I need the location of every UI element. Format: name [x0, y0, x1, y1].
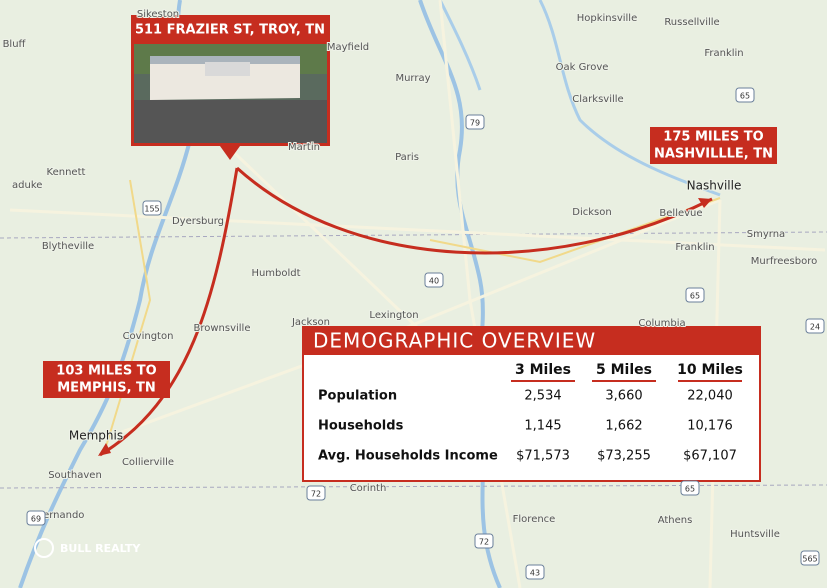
route-arrow: [235, 166, 713, 255]
city-label: Kennett: [47, 167, 86, 178]
highway-shield: [142, 200, 162, 216]
row-label: Population: [318, 389, 397, 404]
city-label: Blytheville: [42, 241, 94, 252]
callouts: 175 MILES TO NASHVILLLE, TN 103 MILES TO ME…: [43, 127, 777, 398]
cell-value: 2,534: [524, 389, 561, 404]
callout-box: [43, 361, 170, 398]
city-label: Southaven: [48, 470, 102, 481]
demographic-table: DEMOGRAPHIC OVERVIEW: [302, 326, 761, 482]
highway-shield: [474, 533, 494, 549]
logo-text: BULL REALTY: [60, 542, 141, 555]
city-label: Franklin: [704, 48, 743, 59]
city-label: Lexington: [369, 310, 418, 321]
logo: BULL REALTY: [34, 538, 141, 558]
highway-number: 65: [685, 485, 695, 494]
highway-number: 65: [690, 292, 700, 301]
table-body: 3 Miles 5 Miles 10 Miles Population 2,534 3,6…: [318, 362, 743, 464]
row-label: Avg. Households Income: [318, 449, 498, 464]
city-label: Mayfield: [327, 42, 369, 53]
highway-number: 43: [530, 569, 540, 578]
highway-shield: [306, 485, 326, 501]
city-label: Columbia: [638, 318, 685, 329]
highway-shield: [424, 272, 444, 288]
arrow-head: [698, 198, 712, 208]
property-card: 511 FRAZIER ST, TROY, TN: [131, 15, 330, 160]
callout-text: 103 MILES TO: [56, 364, 156, 379]
city-label: Florence: [513, 514, 556, 525]
city-label: Clarksville: [572, 94, 623, 105]
callout-text: MEMPHIS, TN: [57, 381, 156, 396]
callout-text: NASHVILLLE, TN: [654, 147, 773, 162]
highway-shield: [685, 287, 705, 303]
city-label: Oak Grove: [556, 62, 609, 73]
map-labels: Sikeston Hopkinsville Russellville Bluff May…: [2, 8, 825, 580]
city-label: Franklin: [675, 242, 714, 253]
city-label: Murfreesboro: [751, 256, 817, 267]
city-label: Martin: [288, 142, 320, 153]
callout-box: [650, 127, 777, 164]
city-label: Corinth: [350, 483, 387, 494]
city-label: Dyersburg: [172, 216, 224, 227]
highway-shield: [805, 318, 825, 334]
city-label: Hernando: [36, 510, 85, 521]
city-label: Brownsville: [193, 323, 250, 334]
city-label: Russellville: [664, 17, 719, 28]
city-label: Dickson: [572, 207, 611, 218]
city-label: aduke: [12, 180, 42, 191]
highway-number: 72: [479, 538, 489, 547]
highway-shield: [735, 87, 755, 103]
cell-value: 1,145: [524, 419, 561, 434]
city-label: Memphis: [69, 429, 123, 443]
column-header: 3 Miles: [515, 362, 571, 378]
column-header: 10 Miles: [677, 362, 743, 378]
highway-number: 155: [144, 205, 159, 214]
cell-value: $73,255: [597, 449, 651, 464]
highway-number: 565: [802, 555, 817, 564]
city-label: Bluff: [3, 39, 27, 50]
city-label: Nashville: [687, 179, 742, 193]
highway-number: 40: [429, 277, 439, 286]
highway-number: 65: [740, 92, 750, 101]
highway-shield: [525, 564, 545, 580]
cell-value: $67,107: [683, 449, 737, 464]
highway-number: 69: [31, 515, 41, 524]
table-title: DEMOGRAPHIC OVERVIEW: [313, 329, 596, 353]
city-label: Athens: [658, 515, 693, 526]
city-label: Collierville: [122, 457, 174, 468]
callout-text: 175 MILES TO: [663, 130, 763, 145]
city-label: Murray: [395, 73, 430, 84]
highway-shield: [26, 510, 46, 526]
property-title: 511 FRAZIER ST, TROY, TN: [135, 23, 325, 38]
highway-number: 24: [810, 323, 820, 332]
city-label: Hopkinsville: [577, 13, 638, 24]
row-label: Households: [318, 419, 404, 434]
city-label: Bellevue: [659, 208, 702, 219]
cell-value: 3,660: [605, 389, 642, 404]
highway-shield: [800, 550, 820, 566]
city-label: Paris: [395, 152, 419, 163]
arrow-head: [98, 443, 111, 456]
cell-value: 10,176: [687, 419, 733, 434]
highway-number: 72: [311, 490, 321, 499]
cell-value: $71,573: [516, 449, 570, 464]
city-label: Huntsville: [730, 529, 780, 540]
city-label: Sikeston: [137, 9, 179, 20]
column-header: 5 Miles: [596, 362, 652, 378]
cell-value: 1,662: [605, 419, 642, 434]
city-label: Smyrna: [747, 229, 785, 240]
highway-shield: [465, 114, 485, 130]
city-label: Humboldt: [251, 268, 300, 279]
highway-number: 79: [470, 119, 480, 128]
city-label: Jackson: [291, 317, 330, 328]
highway-shield: [680, 480, 700, 496]
route-arrow: [99, 167, 239, 457]
city-label: Covington: [123, 331, 174, 342]
cell-value: 22,040: [687, 389, 733, 404]
